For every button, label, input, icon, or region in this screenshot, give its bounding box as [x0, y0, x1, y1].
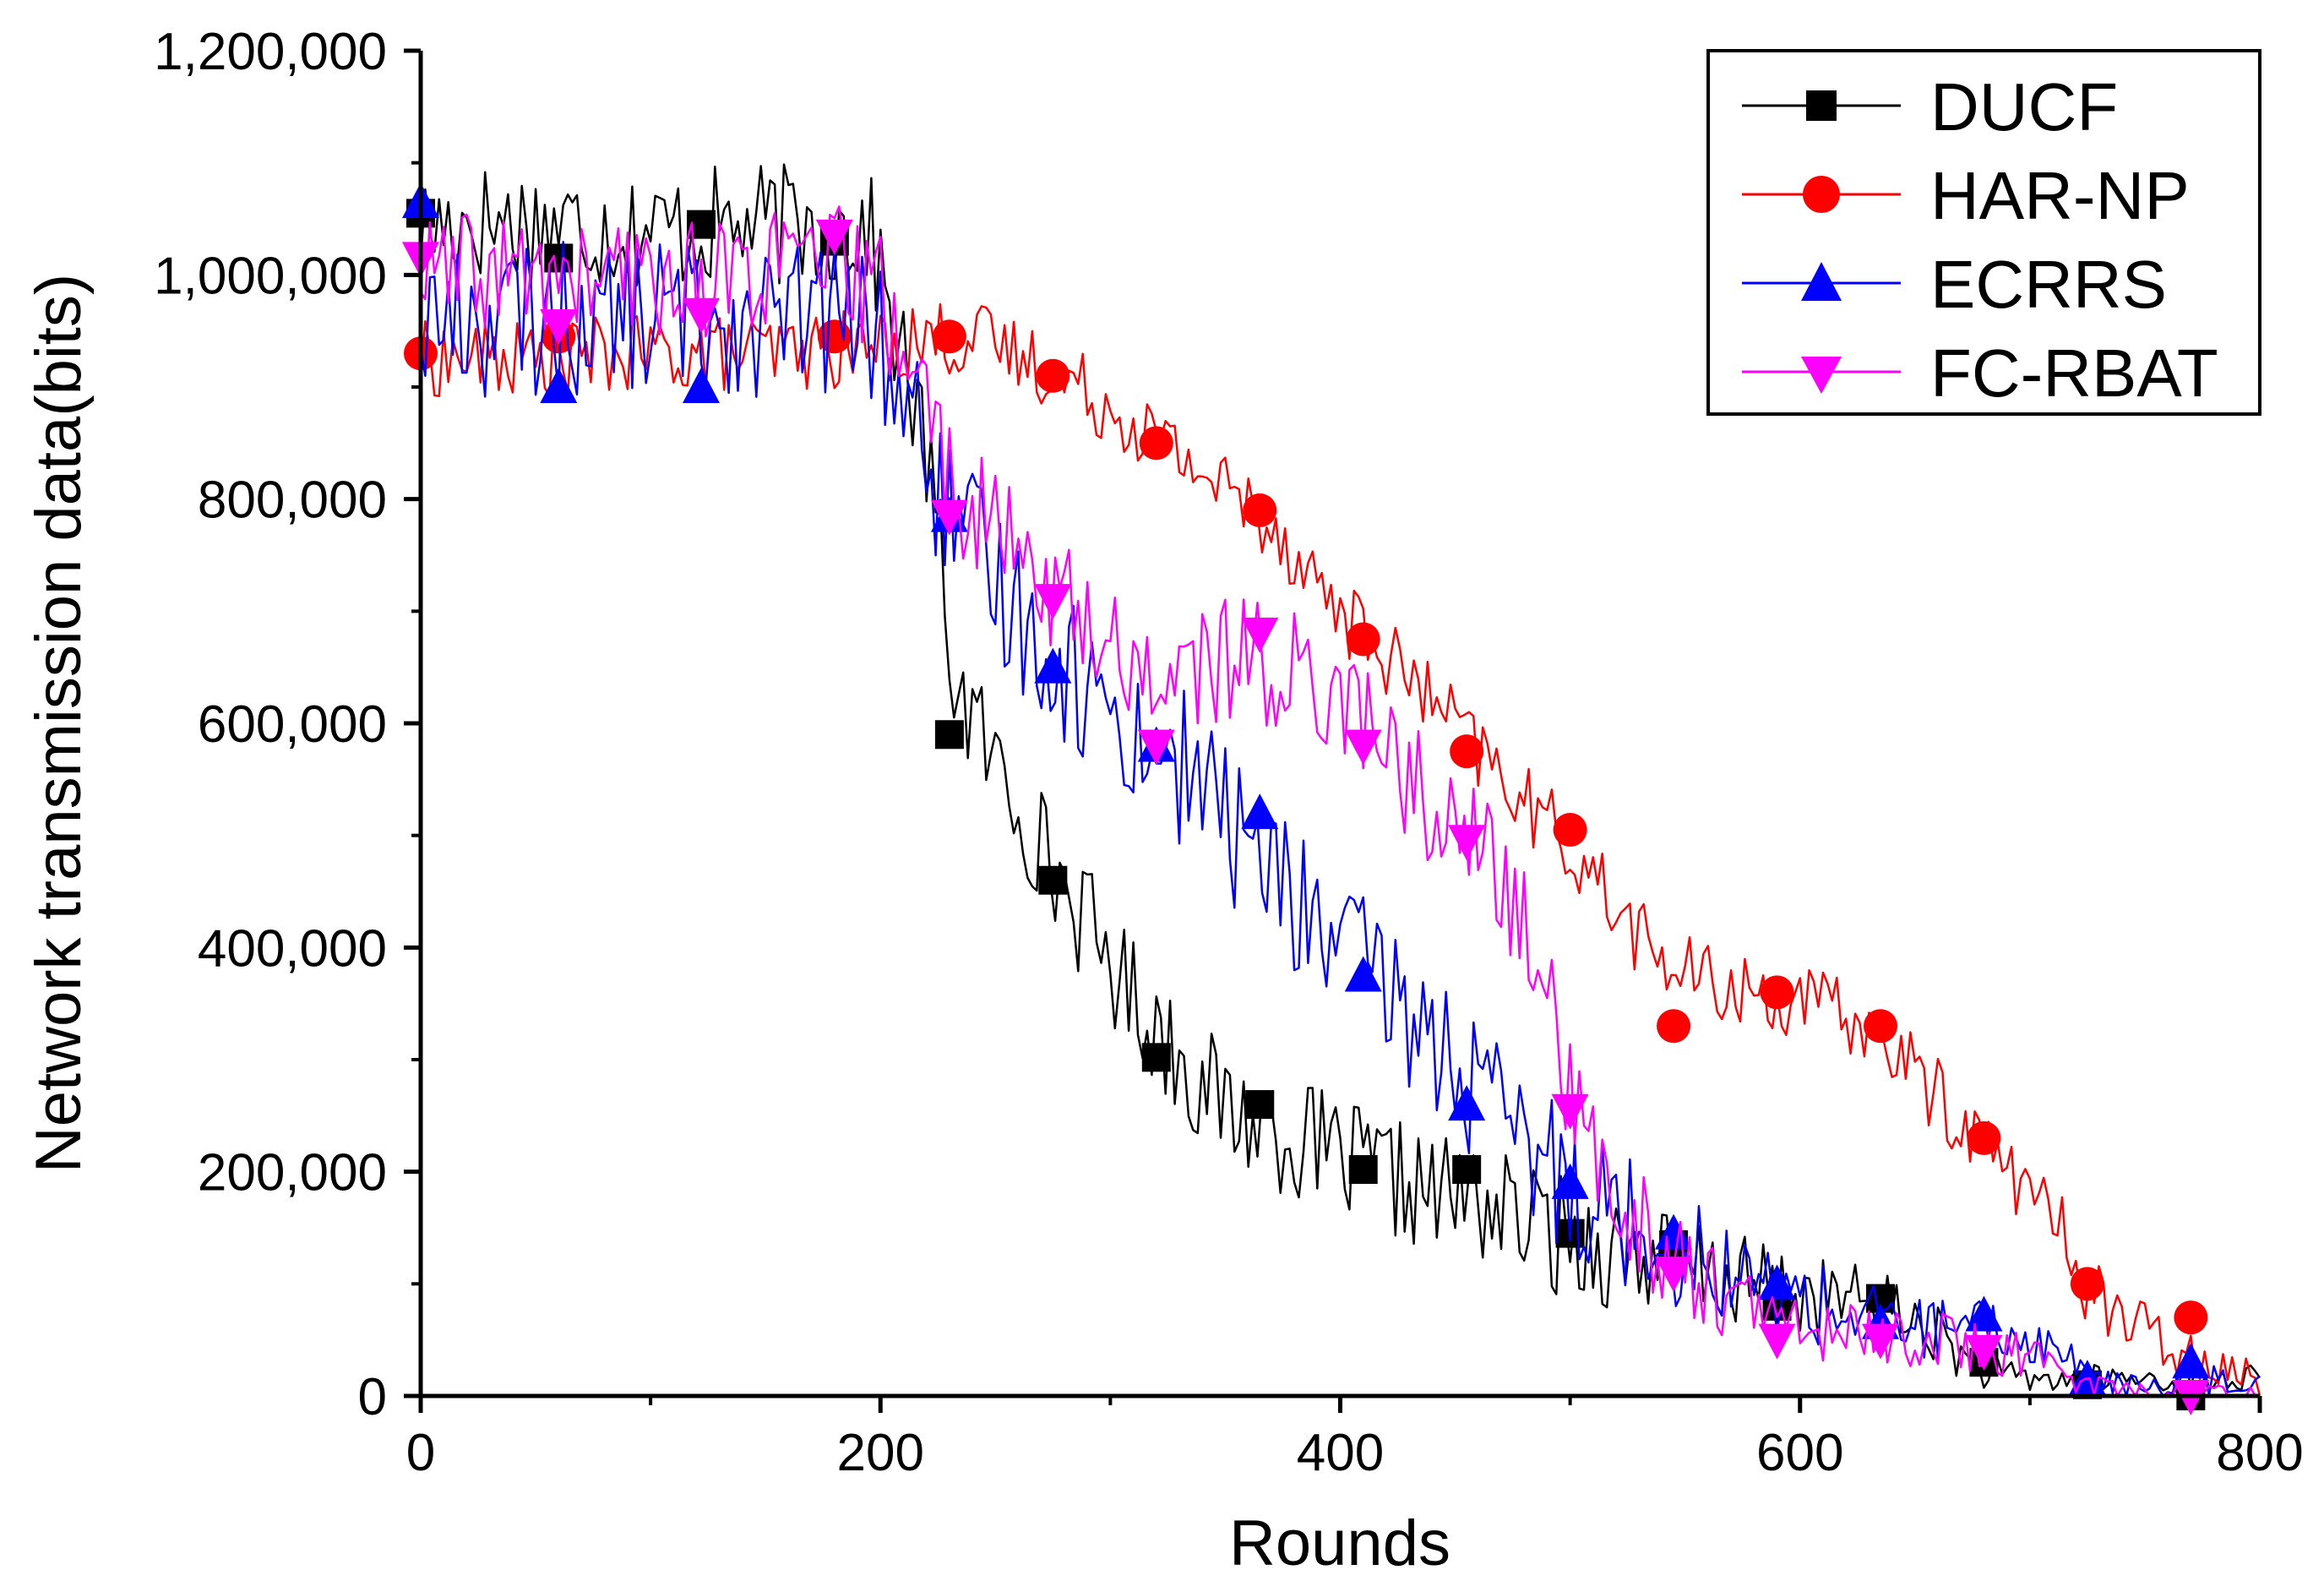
- x-tick-label: 200: [837, 1424, 924, 1482]
- data-point-har-np: [1243, 493, 1277, 527]
- series-line-har-np: [419, 303, 2261, 1397]
- data-point-ducf: [1038, 865, 1068, 895]
- data-point-fc-rbat: [815, 219, 853, 255]
- legend-label-ecrrs: ECRRS: [1930, 247, 2167, 322]
- legend-entry-har-np: HAR-NP: [1742, 158, 2190, 233]
- legend-entry-ducf: DUCF: [1742, 69, 2118, 144]
- y-tick-label: 400,000: [198, 919, 387, 978]
- data-point-har-np: [1139, 426, 1173, 461]
- data-point-ducf: [1348, 1155, 1378, 1185]
- legend-entry-ecrrs: ECRRS: [1742, 247, 2167, 322]
- x-tick-label: 600: [1756, 1424, 1843, 1482]
- data-point-ecrrs: [1241, 793, 1279, 830]
- legend-label-har-np: HAR-NP: [1930, 158, 2190, 233]
- data-point-fc-rbat: [1241, 617, 1279, 653]
- data-point-har-np: [2174, 1300, 2208, 1335]
- legend: DUCF HAR-NP ECRRS FC-RBAT: [1706, 49, 2261, 416]
- x-axis-title: Rounds: [1229, 1507, 1450, 1579]
- data-point-ecrrs: [1344, 956, 1382, 992]
- tick-layer: 0 200 400 600 800 0 200,000 400,000 600,000 800,0…: [154, 23, 2304, 1482]
- data-point-ducf: [1141, 1043, 1171, 1072]
- data-point-har-np: [1346, 622, 1380, 657]
- series-layer: [402, 163, 2261, 1415]
- data-point-fc-rbat: [1965, 1334, 2003, 1371]
- data-point-har-np: [2070, 1267, 2104, 1301]
- data-point-har-np: [1553, 813, 1587, 848]
- series-line-fc-rbat: [419, 205, 2260, 1398]
- series-line-ecrrs: [419, 241, 2261, 1398]
- data-point-ecrrs: [540, 368, 578, 403]
- data-point-har-np: [932, 319, 966, 354]
- data-point-har-np: [1657, 1009, 1691, 1044]
- data-point-fc-rbat: [1655, 1257, 1693, 1293]
- data-point-fc-rbat: [682, 297, 720, 334]
- data-point-har-np: [1760, 975, 1794, 1010]
- y-axis-title: Network transmission data(bits): [23, 274, 95, 1173]
- data-point-ecrrs: [2172, 1343, 2210, 1379]
- series-line-ducf: [419, 163, 2261, 1394]
- data-point-fc-rbat: [1861, 1323, 1899, 1360]
- data-point-fc-rbat: [930, 499, 968, 536]
- data-point-har-np: [1450, 734, 1484, 769]
- legend-box: [1706, 49, 2261, 416]
- legend-marker-ecrrs: [1801, 262, 1842, 301]
- data-point-ecrrs: [1551, 1163, 1589, 1199]
- data-point-ecrrs: [1965, 1295, 2003, 1332]
- y-tick-label: 600,000: [198, 695, 387, 754]
- data-point-fc-rbat: [1448, 825, 1486, 861]
- y-tick-label: 1,000,000: [154, 247, 387, 305]
- data-point-fc-rbat: [1137, 729, 1175, 766]
- legend-label-fc-rbat: FC-RBAT: [1930, 335, 2218, 411]
- x-tick-label: 0: [406, 1424, 435, 1482]
- data-point-har-np: [1036, 358, 1070, 393]
- y-tick-label: 200,000: [198, 1144, 387, 1202]
- data-point-har-np: [817, 319, 852, 354]
- data-point-ecrrs: [1448, 1085, 1486, 1121]
- y-tick-label: 0: [358, 1368, 387, 1426]
- legend-marker-fc-rbat: [1801, 357, 1842, 394]
- data-point-ecrrs: [1034, 647, 1072, 684]
- data-point-har-np: [1863, 1009, 1897, 1044]
- data-point-fc-rbat: [540, 309, 578, 346]
- legend-marker-har-np: [1803, 176, 1840, 213]
- y-tick-label: 1,200,000: [154, 23, 387, 81]
- x-tick-label: 800: [2216, 1424, 2303, 1482]
- data-point-ecrrs: [682, 368, 720, 403]
- data-point-fc-rbat: [1034, 584, 1072, 620]
- data-point-ducf: [1452, 1155, 1482, 1185]
- data-point-ducf: [1245, 1090, 1275, 1120]
- y-tick-label: 800,000: [198, 472, 387, 530]
- legend-marker-ducf: [1806, 90, 1837, 121]
- x-tick-label: 400: [1297, 1424, 1384, 1482]
- data-point-har-np: [1967, 1120, 2001, 1155]
- data-point-fc-rbat: [1551, 1093, 1589, 1130]
- legend-label-ducf: DUCF: [1930, 69, 2118, 144]
- data-point-ecrrs: [1758, 1264, 1796, 1300]
- legend-entry-fc-rbat: FC-RBAT: [1742, 335, 2218, 411]
- data-point-ducf: [934, 720, 964, 750]
- data-point-fc-rbat: [1344, 729, 1382, 766]
- data-point-fc-rbat: [1758, 1323, 1796, 1360]
